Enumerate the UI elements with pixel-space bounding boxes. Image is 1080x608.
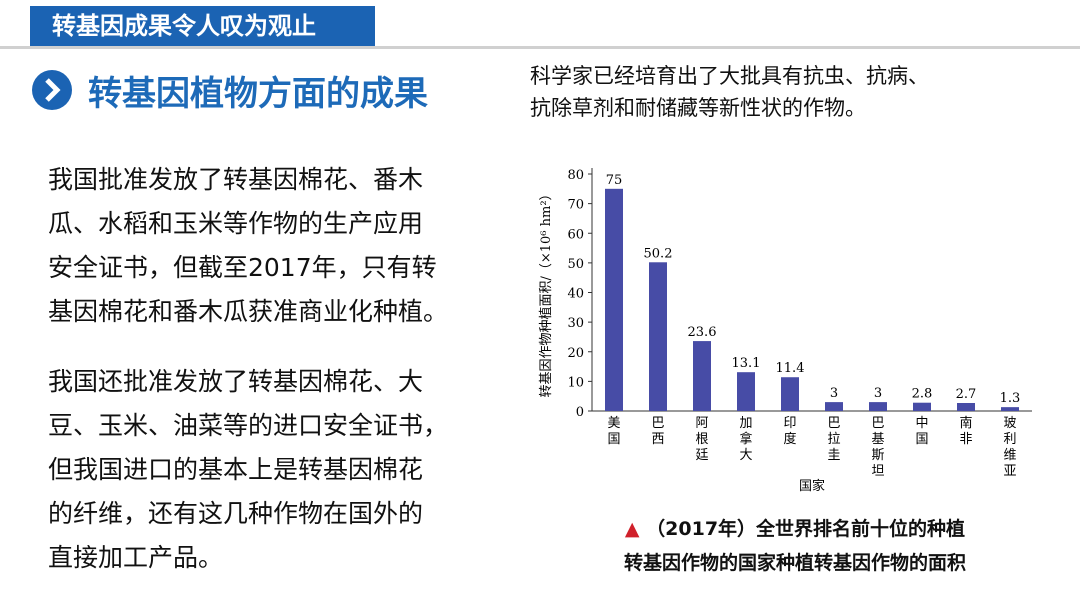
x-tick-label: 巴拉圭 [827,416,840,463]
x-tick-label: 加拿大 [739,416,752,463]
value-label: 1.3 [1000,391,1021,406]
x-tick-label: 南非 [959,415,972,447]
y-tick-label: 60 [567,227,584,242]
bar [605,188,623,411]
caption: ▲ （2017年）全世界排名前十位的种植 转基因作物的国家种植转基因作物的面积 [560,512,1030,580]
bar [825,402,843,411]
y-tick-label: 80 [567,168,584,183]
x-tick-label: 美国 [607,416,620,447]
value-label: 50.2 [644,246,673,261]
caption-marker: ▲ [624,518,640,540]
value-label: 13.1 [732,356,761,371]
header-title: 转基因成果令人叹为观止 [30,6,375,46]
bar [1001,407,1019,411]
x-tick-label: 阿根廷 [695,416,708,463]
y-tick-label: 70 [567,198,584,213]
x-axis-label: 国家 [799,478,825,494]
value-label: 2.8 [912,387,933,402]
y-tick-label: 30 [567,316,584,331]
paragraph-line: 但我国进口的基本上是转基因棉花 [48,455,424,484]
value-label: 3 [874,386,882,401]
bar [693,341,711,411]
y-tick-label: 10 [567,375,584,390]
y-axis-label: 转基因作物种植面积/（×10⁶ hm²） [539,187,554,397]
paragraph: 我国批准发放了转基因棉花、番木 瓜、水稻和玉米等作物的生产应用 安全证书，但截至20… [48,158,448,334]
value-label: 23.6 [688,325,717,340]
chart: 0 10 20 30 40 50 60 70 80 转基因作物种植面积/（×10⁶ hm²） 国家 7… [539,168,1032,494]
x-tick-label: 玻利维亚 [1003,416,1016,479]
paragraph-line: 安全证书，但截至2017年，只有转 [48,253,437,282]
section-title: 转基因植物方面的成果 [88,74,428,114]
y-tick-label: 50 [567,257,584,272]
intro-text: 科学家已经培育出了大批具有抗虫、抗病、 抗除草剂和耐储藏等新性状的作物。 [530,60,929,124]
x-tick-label: 巴西 [651,416,664,447]
value-label: 2.7 [956,387,977,402]
bar [781,377,799,411]
intro-line: 抗除草剂和耐储藏等新性状的作物。 [530,96,866,120]
paragraph-line: 我国还批准发放了转基因棉花、大 [48,367,424,396]
value-label: 3 [830,386,838,401]
paragraph-line: 瓜、水稻和玉米等作物的生产应用 [48,209,424,238]
x-tick-label: 中国 [915,416,928,447]
intro-line: 科学家已经培育出了大批具有抗虫、抗病、 [530,64,929,88]
paragraph-line: 的纤维，还有这几种作物在国外的 [48,499,424,528]
bar [649,262,667,411]
paragraph-line: 基因棉花和番木瓜获准商业化种植。 [48,297,449,326]
caption-line: （2017年）全世界排名前十位的种植 [646,518,966,540]
section-icon [32,70,72,110]
y-tick-label: 0 [576,405,584,420]
x-tick-label: 印度 [783,416,796,447]
paragraph: 我国还批准发放了转基因棉花、大 豆、玉米、油菜等的进口安全证书， 但我国进口的基本上… [48,360,448,580]
x-tick-label: 巴基斯坦 [871,416,884,479]
paragraph-line: 直接加工产品。 [48,543,224,572]
value-label: 11.4 [776,361,805,376]
paragraph-line: 我国批准发放了转基因棉花、番木 [48,165,424,194]
caption-line: 转基因作物的国家种植转基因作物的面积 [623,552,966,574]
paragraph-line: 豆、玉米、油菜等的进口安全证书， [48,411,449,440]
header-rule [0,46,1080,49]
bar [913,402,931,411]
value-label: 75 [606,173,623,188]
bar [737,372,755,411]
bar [869,402,887,411]
y-tick-label: 20 [567,346,584,361]
bar [957,403,975,411]
y-tick-label: 40 [567,287,584,302]
